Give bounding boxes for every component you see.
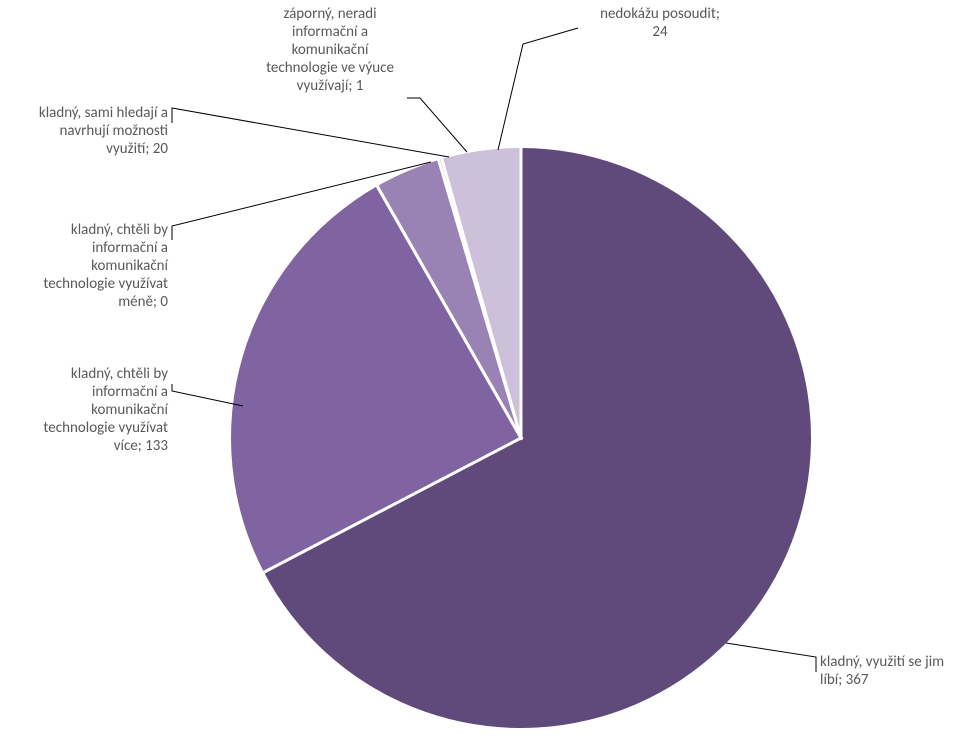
leader-cant_judge xyxy=(498,28,578,150)
label-negative: záporný, neradiinformační akomunikačníte… xyxy=(266,5,394,95)
leader-seek xyxy=(172,108,449,157)
leader-likes xyxy=(726,643,816,672)
pie-chart: kladný, využití se jimlíbí; 367 kladný, c… xyxy=(0,0,968,751)
leader-more xyxy=(172,384,243,406)
label-cant_judge: nedokážu posoudit;24 xyxy=(600,5,720,41)
label-less: kladný, chtěli byinformační akomunikační… xyxy=(43,221,168,311)
label-seek: kladný, sami hledají anavrhují možnostiv… xyxy=(39,104,169,158)
leader-negative xyxy=(407,98,467,152)
label-more: kladný, chtěli byinformační akomunikační… xyxy=(43,365,168,455)
label-likes: kladný, využití se jimlíbí; 367 xyxy=(820,653,944,689)
